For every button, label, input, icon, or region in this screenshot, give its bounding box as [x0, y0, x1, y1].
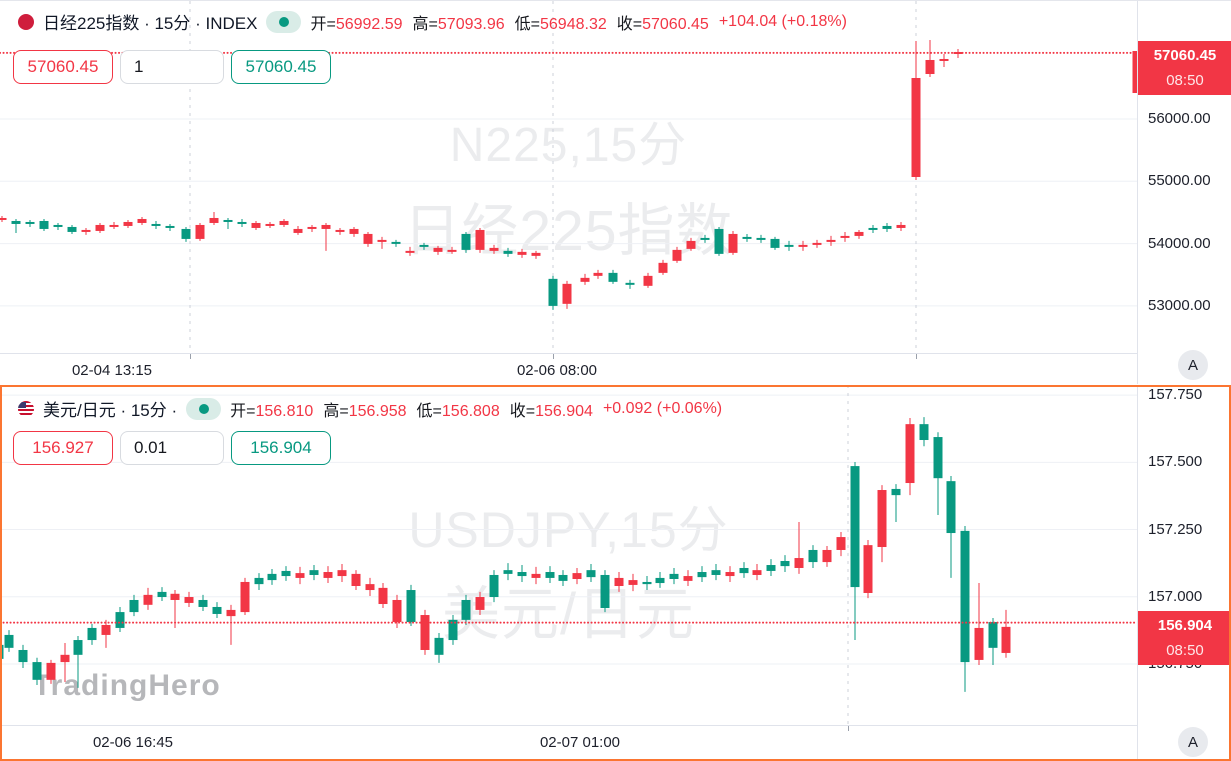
price-tick-label: 157.000: [1148, 587, 1203, 605]
ohlc-high-value: 57093.96: [437, 15, 505, 33]
order-widget: 57060.45 1 57060.45: [13, 50, 331, 84]
auto-scale-button[interactable]: A: [1178, 350, 1208, 380]
ohlc-open-value: 156.810: [255, 402, 314, 420]
symbol-header: 日经225指数 · 15分 · INDEX 开=56992.59 高=57093…: [18, 9, 847, 34]
ohlc-low-value: 56948.32: [540, 15, 607, 33]
time-tick-label: 02-04 13:15: [71, 362, 153, 379]
sell-price-button[interactable]: 156.927: [13, 431, 113, 465]
time-scale[interactable]: 02-06 16:45 02-07 01:00: [0, 725, 1137, 757]
buy-price-button[interactable]: 156.904: [231, 431, 331, 465]
price-tick-label: 53000.00: [1148, 296, 1211, 314]
ohlc-close-value: 57060.45: [642, 15, 709, 33]
time-tick-mark: [190, 354, 191, 359]
ohlc-change-value: +0.092 (+0.06%): [602, 399, 723, 417]
time-tick-mark: [916, 354, 917, 359]
green-dot-icon: [198, 403, 209, 414]
ohlc-high-value: 156.958: [348, 402, 407, 420]
ohlc-readout: 开=156.810 高=156.958 低=156.808 收=156.904 …: [230, 399, 723, 420]
usdjpy-chart-panel: USDJPY,15分 美元/日元 TradingHero 156.904 08:…: [0, 385, 1231, 761]
ohlc-open-value: 56992.59: [335, 15, 403, 33]
price-tick-label: 157.250: [1148, 520, 1203, 538]
price-tick-label: 157.500: [1148, 453, 1203, 471]
time-tick-mark: [553, 354, 554, 359]
us-flag-icon: [18, 400, 34, 417]
brand-watermark: TradingHero: [33, 669, 221, 702]
current-price-badge: 156.904 08:50: [1138, 610, 1231, 665]
status-dot-button[interactable]: [186, 397, 222, 420]
buy-price-button[interactable]: 57060.45: [231, 50, 331, 84]
badge-price: 156.904: [1157, 616, 1213, 634]
order-widget: 156.927 0.01 156.904: [13, 431, 331, 465]
time-tick-label: 02-07 01:00: [539, 734, 621, 751]
badge-price: 57060.45: [1153, 46, 1217, 64]
price-tick-label: 54000.00: [1148, 234, 1211, 252]
japan-flag-icon: [18, 13, 34, 30]
symbol-header: 美元/日元 · 15分 · 开=156.810 高=156.958 低=156.…: [18, 396, 722, 421]
time-tick-mark: [848, 726, 849, 731]
price-tick-label: 157.750: [1148, 386, 1203, 404]
time-tick-label: 02-06 16:45: [92, 734, 174, 751]
sell-price-button[interactable]: 57060.45: [13, 50, 113, 84]
ohlc-low-value: 156.808: [441, 402, 500, 420]
nikkei-chart-panel: N225,15分 日经225指数 57060.45 08:50 56000.00…: [0, 0, 1231, 384]
badge-time: 08:50: [1166, 641, 1204, 659]
auto-scale-button[interactable]: A: [1178, 727, 1208, 757]
price-scale[interactable]: 156.904 08:50 157.750 157.500 157.250 157.0…: [1137, 385, 1231, 761]
price-tick-label: 56000.00: [1148, 109, 1211, 127]
symbol-watermark: 美元/日元: [441, 582, 696, 647]
price-tick-label: 55000.00: [1148, 172, 1211, 190]
time-tick-label: 02-06 08:00: [516, 362, 598, 379]
green-dot-icon: [278, 16, 289, 27]
ohlc-close-value: 156.904: [535, 402, 593, 420]
price-scale[interactable]: 57060.45 08:50 56000.00 55000.00 54000.00 5…: [1137, 1, 1231, 384]
symbol-title: 美元/日元 · 15分 ·: [43, 401, 178, 420]
time-scale[interactable]: 02-04 13:15 02-06 08:00: [0, 353, 1137, 384]
symbol-title: 日经225指数 · 15分 · INDEX: [43, 14, 258, 33]
status-dot-button[interactable]: [266, 10, 302, 33]
badge-time: 08:50: [1166, 71, 1204, 89]
quantity-field[interactable]: 0.01: [120, 431, 224, 465]
current-price-badge: 57060.45 08:50: [1138, 40, 1231, 95]
ohlc-change-value: +104.04 (+0.18%): [718, 12, 847, 30]
ohlc-readout: 开=56992.59 高=57093.96 低=56948.32 收=57060…: [310, 12, 847, 33]
candlestick-chart[interactable]: [0, 385, 1137, 725]
quantity-field[interactable]: 1: [120, 50, 224, 84]
symbol-watermark: N225,15分: [449, 119, 688, 172]
